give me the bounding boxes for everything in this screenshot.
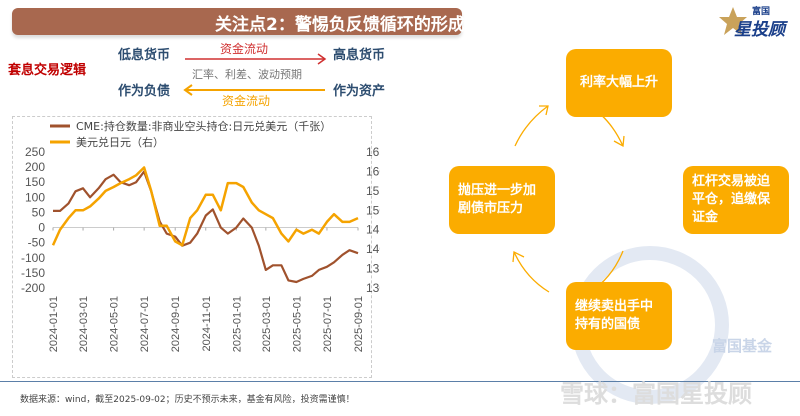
cycle-step-text: 继续卖出手中持有的国债	[575, 299, 654, 332]
x-tick-label: 2024-05-01	[109, 296, 121, 352]
high-rate-currency: 高息货币	[333, 48, 386, 63]
y-right-tick: 165	[366, 145, 380, 159]
x-tick-label: 2024-03-01	[78, 296, 90, 352]
y-left-tick: -50	[28, 236, 46, 250]
x-tick-label: 2025-05-01	[291, 296, 303, 352]
flow-top-label: 资金流动	[220, 42, 269, 56]
x-tick-label: 2025-07-01	[322, 296, 334, 352]
chart-frame	[12, 116, 372, 378]
x-tick-label: 2025-09-01	[353, 296, 365, 352]
y-left-tick: -100	[21, 251, 45, 265]
x-tick-label: 2025-01-01	[231, 296, 243, 352]
chart: 250200150100500-50-100-150-2001651601551…	[21, 119, 380, 352]
cycle-step-text: 杠杆交易被迫平仓，追缴保证金	[692, 174, 771, 225]
cycle-step-text: 利率大幅上升	[579, 75, 658, 90]
cycle-step-text: 抛压进一步加剧债市压力	[458, 183, 537, 216]
y-left-tick: 50	[32, 205, 46, 219]
title-banner	[12, 8, 462, 35]
cycle-step-pressure: 抛压进一步加剧债市压力	[449, 166, 555, 234]
legend-label: CME:持仓数量:非商业空头持仓:日元兑美元（千张）	[76, 119, 331, 133]
cycle-step-rate-rise: 利率大幅上升	[566, 49, 672, 117]
x-tick-label: 2024-11-01	[201, 296, 213, 351]
middle-factors: 汇率、利差、波动预期	[192, 68, 302, 81]
seal-text: 富国基金	[712, 337, 773, 355]
legend-label: 美元兑日元（右）	[76, 135, 164, 149]
series-line-2	[51, 166, 359, 247]
y-left-tick: 0	[38, 221, 45, 235]
y-right-tick: 155	[366, 184, 380, 198]
y-left-tick: 150	[25, 175, 45, 189]
cycle-step-margin-call: 杠杆交易被迫平仓，追缴保证金	[683, 166, 789, 234]
low-rate-currency: 低息货币	[118, 48, 171, 63]
y-right-tick: 130	[366, 281, 380, 295]
watermark: 雪球：富国星投顾	[560, 380, 752, 408]
logo-small: 富国	[752, 7, 771, 17]
x-tick-label: 2024-09-01	[170, 296, 182, 352]
y-left-tick: -150	[21, 266, 45, 280]
star-icon	[719, 7, 747, 35]
y-left-tick: 100	[25, 190, 45, 204]
as-asset: 作为资产	[333, 84, 386, 99]
logo: 富国 星投顾	[718, 4, 794, 40]
x-tick-label: 2024-01-01	[48, 296, 60, 352]
y-left-tick: 200	[25, 160, 45, 174]
series-line-1	[53, 170, 359, 284]
cycle-step-sell-bonds: 继续卖出手中持有的国债	[566, 282, 672, 350]
logo-big: 星投顾	[734, 20, 785, 40]
y-left-tick: -200	[21, 281, 45, 295]
y-right-tick: 160	[366, 164, 380, 178]
footer-divider	[0, 381, 800, 382]
as-liability: 作为负债	[118, 84, 171, 99]
x-tick-label: 2025-03-01	[261, 296, 273, 352]
flow-bottom-label: 资金流动	[222, 94, 271, 108]
page-title: 关注点2：警惕负反馈循环的形成	[215, 15, 465, 35]
y-right-tick: 145	[366, 223, 380, 237]
y-right-tick: 135	[366, 262, 380, 276]
x-tick-label: 2024-07-01	[139, 296, 151, 352]
y-right-tick: 150	[366, 203, 380, 217]
data-source: 数据来源：wind，截至2025-09-02；历史不预示未来，基金有风险，投资需…	[20, 395, 355, 405]
y-left-tick: 250	[25, 145, 45, 159]
carry-trade-label: 套息交易逻辑	[8, 63, 87, 78]
flow-arrows	[183, 53, 327, 96]
y-right-tick: 140	[366, 242, 380, 256]
